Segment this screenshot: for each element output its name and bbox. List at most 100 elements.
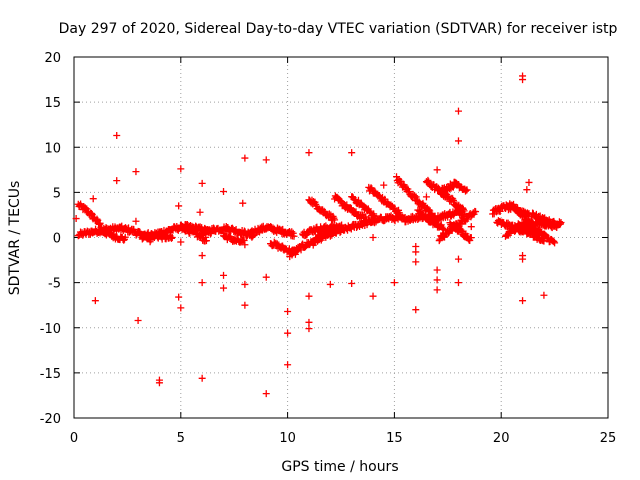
data-point xyxy=(354,196,362,204)
data-point xyxy=(325,210,333,218)
data-point xyxy=(240,236,248,244)
data-point xyxy=(134,317,142,325)
data-point xyxy=(241,280,249,288)
data-point xyxy=(369,234,377,241)
x-tick-label: 5 xyxy=(177,431,185,446)
data-point xyxy=(305,292,313,300)
chart-title: Day 297 of 2020, Sidereal Day-to-day VTE… xyxy=(59,21,618,37)
data-point xyxy=(551,222,559,230)
data-point xyxy=(320,207,328,215)
data-point xyxy=(454,255,462,263)
data-point xyxy=(113,177,121,185)
data-point xyxy=(175,293,183,301)
data-point xyxy=(363,217,371,225)
data-point xyxy=(525,178,533,186)
data-point xyxy=(284,361,292,369)
data-point xyxy=(523,186,531,194)
data-point xyxy=(326,226,334,234)
data-point xyxy=(91,297,99,305)
data-point xyxy=(433,166,441,174)
y-tick-label: -5 xyxy=(48,277,61,292)
data-point xyxy=(288,228,296,236)
data-point xyxy=(322,231,330,239)
data-point xyxy=(431,212,439,220)
data-point xyxy=(330,214,338,222)
data-point xyxy=(93,215,101,223)
data-point xyxy=(326,232,334,240)
data-point xyxy=(367,184,375,192)
data-point xyxy=(422,193,430,201)
data-point xyxy=(519,76,527,84)
data-point xyxy=(262,390,270,398)
tick-labels: 0 5 10 15 20 25 -20 -15 -10 -5 0 5 10 15 20 xyxy=(40,51,617,446)
data-point xyxy=(369,292,377,300)
data-point xyxy=(412,258,420,266)
data-point xyxy=(305,318,313,326)
x-tick-label: 0 xyxy=(70,431,78,446)
data-point xyxy=(144,229,152,237)
data-point xyxy=(220,271,228,279)
data-point xyxy=(449,195,457,203)
data-point xyxy=(540,237,548,245)
data-point xyxy=(412,193,420,201)
data-point xyxy=(510,200,518,208)
data-point xyxy=(132,168,140,176)
data-point xyxy=(284,308,292,316)
data-point xyxy=(132,217,140,225)
data-point xyxy=(433,286,441,294)
data-point xyxy=(239,199,247,207)
data-point xyxy=(454,107,462,115)
axes xyxy=(73,56,609,419)
data-point xyxy=(167,234,175,242)
data-point xyxy=(467,223,475,231)
data-point xyxy=(347,204,355,212)
data-point xyxy=(121,233,129,241)
x-tick-label: 10 xyxy=(279,431,296,446)
data-point xyxy=(390,279,398,287)
data-point xyxy=(433,266,441,274)
data-point xyxy=(416,208,424,216)
data-point xyxy=(262,156,270,164)
data-point xyxy=(519,255,527,263)
data-point xyxy=(198,252,206,260)
data-points xyxy=(72,72,565,398)
data-point xyxy=(380,181,388,189)
data-point xyxy=(89,195,97,203)
data-point xyxy=(240,227,248,235)
y-tick-label: 0 xyxy=(53,232,61,247)
data-point xyxy=(202,237,210,245)
data-point xyxy=(305,149,313,157)
x-tick-label: 20 xyxy=(493,431,510,446)
data-point xyxy=(220,187,228,195)
data-point xyxy=(472,208,480,216)
data-point xyxy=(120,236,128,244)
y-tick-label: 10 xyxy=(44,141,61,156)
data-point xyxy=(459,205,467,213)
x-tick-label: 25 xyxy=(600,431,617,446)
data-point xyxy=(520,211,528,219)
data-point xyxy=(305,325,313,333)
data-point xyxy=(391,217,399,225)
data-point xyxy=(369,211,377,219)
data-point xyxy=(412,306,420,314)
data-point xyxy=(460,207,468,215)
data-point xyxy=(415,207,423,215)
data-point xyxy=(241,301,249,309)
data-point xyxy=(72,215,80,223)
data-point xyxy=(96,219,104,227)
data-point xyxy=(262,273,270,281)
data-point xyxy=(439,225,447,233)
data-point xyxy=(397,213,405,221)
data-point xyxy=(540,291,548,299)
y-tick-label: 20 xyxy=(44,51,61,66)
data-point xyxy=(435,237,443,245)
data-point xyxy=(348,280,356,288)
data-point xyxy=(177,238,185,246)
data-point xyxy=(168,233,176,241)
data-point xyxy=(371,215,379,223)
grid-lines xyxy=(74,57,608,418)
data-point xyxy=(440,225,448,233)
data-point xyxy=(362,213,370,221)
data-point xyxy=(391,204,399,212)
